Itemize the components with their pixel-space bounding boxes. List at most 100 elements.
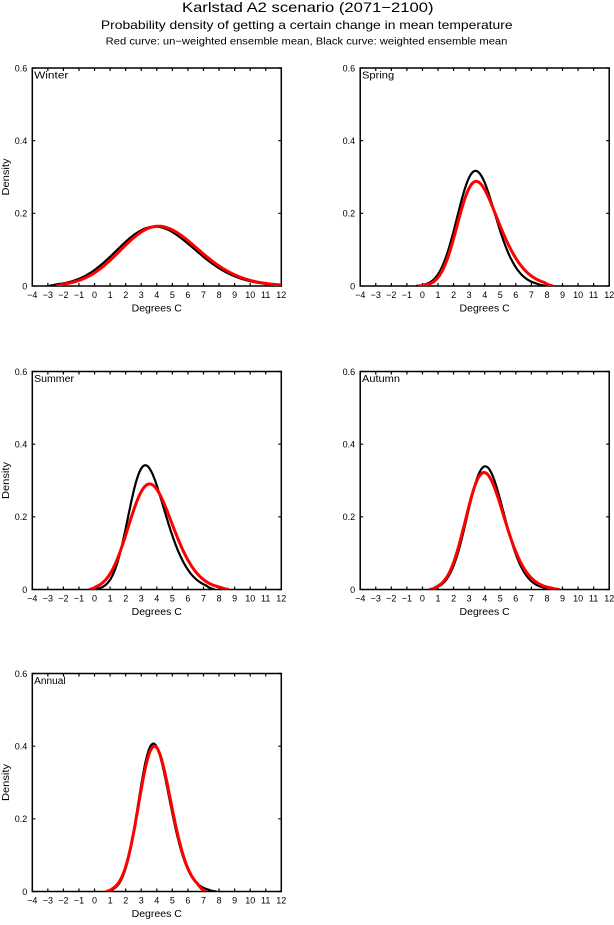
svg-text:0.2: 0.2 <box>343 209 356 219</box>
svg-text:Density: Density <box>1 764 12 801</box>
svg-text:3: 3 <box>467 594 472 604</box>
svg-text:−3: −3 <box>43 290 53 300</box>
svg-text:3: 3 <box>467 290 472 300</box>
svg-text:Degrees C: Degrees C <box>460 607 510 618</box>
svg-text:0.6: 0.6 <box>343 367 356 377</box>
svg-text:3: 3 <box>139 290 144 300</box>
svg-text:7: 7 <box>201 594 206 604</box>
svg-text:−4: −4 <box>27 290 37 300</box>
svg-text:0.4: 0.4 <box>343 136 356 146</box>
svg-text:−4: −4 <box>27 594 37 604</box>
svg-text:Red curve: un−weighted ensembl: Red curve: un−weighted ensemble mean, Bl… <box>106 37 508 48</box>
svg-text:0: 0 <box>22 887 27 897</box>
svg-text:4: 4 <box>482 594 487 604</box>
svg-text:6: 6 <box>185 594 190 604</box>
svg-text:5: 5 <box>170 594 175 604</box>
svg-text:0.2: 0.2 <box>15 512 28 522</box>
svg-text:0: 0 <box>22 585 27 595</box>
svg-text:4: 4 <box>482 290 487 300</box>
svg-text:0.2: 0.2 <box>15 209 28 219</box>
svg-text:−2: −2 <box>58 896 68 906</box>
svg-text:12: 12 <box>276 290 286 300</box>
svg-text:10: 10 <box>245 290 255 300</box>
svg-text:8: 8 <box>217 290 222 300</box>
svg-text:−1: −1 <box>74 896 84 906</box>
svg-text:1: 1 <box>435 594 440 604</box>
svg-text:−2: −2 <box>386 290 396 300</box>
svg-text:4: 4 <box>154 594 159 604</box>
svg-text:5: 5 <box>170 290 175 300</box>
svg-text:−2: −2 <box>58 594 68 604</box>
svg-text:0: 0 <box>420 594 425 604</box>
svg-text:0.4: 0.4 <box>15 440 28 450</box>
svg-text:8: 8 <box>544 594 549 604</box>
svg-text:−2: −2 <box>386 594 396 604</box>
svg-text:1: 1 <box>435 290 440 300</box>
svg-text:2: 2 <box>451 290 456 300</box>
svg-text:12: 12 <box>604 594 614 604</box>
svg-text:2: 2 <box>123 594 128 604</box>
svg-text:Winter: Winter <box>34 71 69 82</box>
svg-text:−4: −4 <box>355 290 365 300</box>
svg-text:0: 0 <box>22 281 27 291</box>
svg-text:9: 9 <box>560 290 565 300</box>
svg-text:8: 8 <box>217 896 222 906</box>
svg-text:2: 2 <box>123 896 128 906</box>
svg-text:11: 11 <box>261 896 270 906</box>
svg-text:2: 2 <box>123 290 128 300</box>
svg-text:−3: −3 <box>43 594 53 604</box>
svg-text:10: 10 <box>573 290 583 300</box>
svg-text:1: 1 <box>108 896 113 906</box>
svg-text:9: 9 <box>232 290 237 300</box>
svg-text:0.2: 0.2 <box>343 512 356 522</box>
svg-text:Summer: Summer <box>34 374 75 385</box>
svg-text:0.6: 0.6 <box>15 669 28 679</box>
svg-text:−2: −2 <box>58 290 68 300</box>
svg-text:0: 0 <box>92 290 97 300</box>
svg-text:11: 11 <box>589 594 598 604</box>
svg-text:12: 12 <box>276 594 286 604</box>
svg-text:6: 6 <box>513 594 518 604</box>
svg-text:10: 10 <box>573 594 583 604</box>
svg-text:0: 0 <box>92 896 97 906</box>
svg-text:−4: −4 <box>27 896 37 906</box>
svg-text:8: 8 <box>544 290 549 300</box>
svg-text:11: 11 <box>261 290 270 300</box>
svg-text:5: 5 <box>498 290 503 300</box>
svg-text:0: 0 <box>92 594 97 604</box>
svg-text:1: 1 <box>108 290 113 300</box>
svg-text:Degrees C: Degrees C <box>132 909 182 920</box>
svg-text:8: 8 <box>217 594 222 604</box>
svg-text:6: 6 <box>185 896 190 906</box>
svg-text:7: 7 <box>201 290 206 300</box>
svg-text:4: 4 <box>154 290 159 300</box>
svg-text:1: 1 <box>108 594 113 604</box>
svg-text:0.4: 0.4 <box>343 440 356 450</box>
svg-text:9: 9 <box>232 594 237 604</box>
svg-text:6: 6 <box>185 290 190 300</box>
svg-text:12: 12 <box>604 290 614 300</box>
svg-text:0: 0 <box>350 281 355 291</box>
svg-text:6: 6 <box>513 290 518 300</box>
svg-text:−3: −3 <box>371 290 381 300</box>
svg-text:−1: −1 <box>74 290 84 300</box>
svg-text:−4: −4 <box>355 594 365 604</box>
svg-text:5: 5 <box>498 594 503 604</box>
svg-text:10: 10 <box>245 896 255 906</box>
svg-text:−1: −1 <box>74 594 84 604</box>
svg-text:7: 7 <box>529 290 534 300</box>
svg-text:9: 9 <box>560 594 565 604</box>
svg-text:−1: −1 <box>402 594 412 604</box>
svg-text:12: 12 <box>276 896 286 906</box>
svg-text:0.6: 0.6 <box>15 367 28 377</box>
svg-text:7: 7 <box>529 594 534 604</box>
svg-text:Degrees C: Degrees C <box>132 607 182 618</box>
svg-text:11: 11 <box>589 290 598 300</box>
svg-text:10: 10 <box>245 594 255 604</box>
svg-text:0.4: 0.4 <box>15 136 28 146</box>
svg-text:0.4: 0.4 <box>15 742 28 752</box>
svg-text:5: 5 <box>170 896 175 906</box>
svg-text:−3: −3 <box>43 896 53 906</box>
svg-text:Karlstad A2 scenario (2071−210: Karlstad A2 scenario (2071−2100) <box>182 0 434 15</box>
svg-text:9: 9 <box>232 896 237 906</box>
